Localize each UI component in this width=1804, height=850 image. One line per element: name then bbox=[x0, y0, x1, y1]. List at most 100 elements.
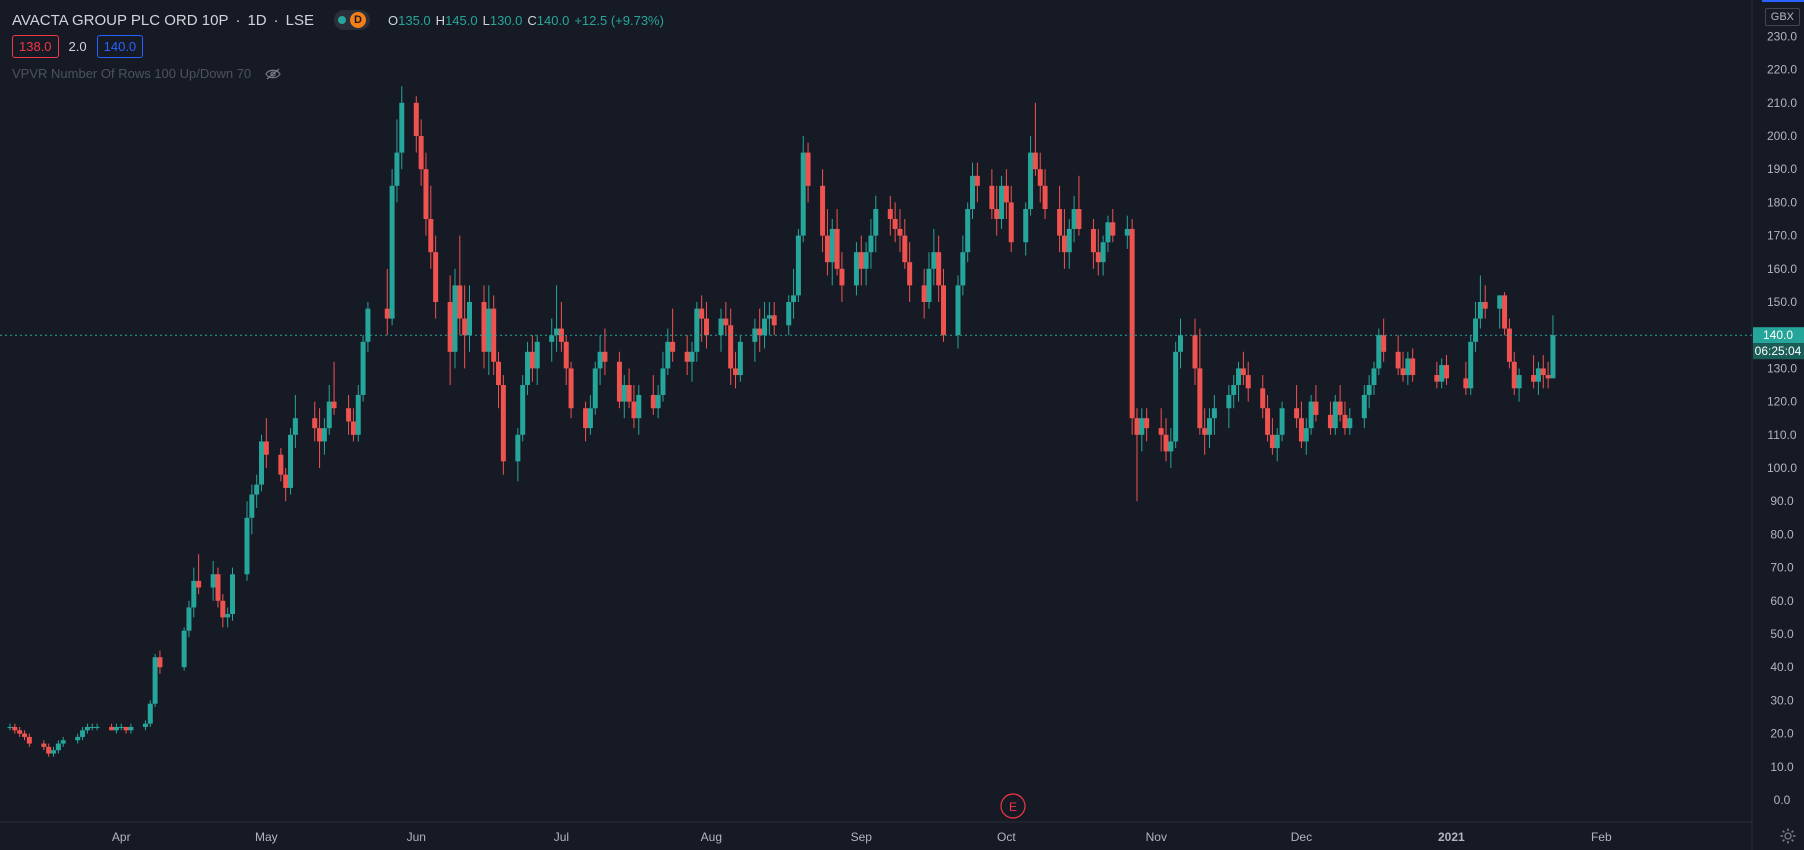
price-tick-label: 190.0 bbox=[1767, 162, 1797, 176]
candle-body bbox=[1028, 152, 1034, 210]
candle bbox=[118, 723, 124, 731]
candle-body bbox=[1313, 401, 1319, 415]
candle bbox=[1540, 355, 1546, 389]
buy-button[interactable]: 140.0 bbox=[96, 35, 144, 58]
candle-body bbox=[858, 252, 864, 269]
candle-body bbox=[636, 394, 642, 419]
candle bbox=[592, 361, 598, 415]
candle bbox=[292, 394, 298, 449]
candle bbox=[60, 736, 66, 747]
price-tick-label: 10.0 bbox=[1770, 760, 1794, 774]
candle bbox=[1211, 394, 1217, 435]
candle bbox=[1361, 385, 1367, 429]
candle bbox=[534, 335, 540, 385]
candle bbox=[868, 219, 874, 269]
earnings-marker[interactable]: E bbox=[1000, 793, 1026, 819]
candle bbox=[703, 302, 709, 349]
candle-body bbox=[786, 302, 792, 326]
candle-body bbox=[1410, 358, 1416, 376]
earnings-marker-circle[interactable] bbox=[1000, 793, 1026, 819]
candle bbox=[1245, 361, 1251, 402]
candle bbox=[902, 219, 908, 269]
currency-button[interactable]: GBX bbox=[1764, 8, 1800, 26]
candle-body bbox=[631, 401, 637, 419]
chart-legend: AVACTA GROUP PLC ORD 10P · 1D · LSE D O1… bbox=[12, 10, 664, 30]
candle bbox=[1037, 152, 1043, 203]
hidden-eye-icon[interactable] bbox=[265, 68, 281, 80]
market-status[interactable]: D bbox=[334, 10, 370, 30]
candle-body bbox=[423, 169, 429, 219]
candle-body bbox=[191, 580, 197, 608]
candle bbox=[752, 318, 758, 362]
candle-body bbox=[1197, 368, 1203, 429]
candle-body bbox=[853, 252, 859, 286]
candle-body bbox=[1192, 335, 1198, 369]
close-label: C bbox=[527, 12, 537, 28]
indicator-label[interactable]: VPVR Number Of Rows 100 Up/Down 70 bbox=[12, 66, 252, 81]
candle bbox=[1497, 295, 1503, 329]
candle bbox=[321, 418, 327, 455]
candle-body bbox=[1434, 375, 1440, 382]
candle bbox=[360, 335, 366, 402]
candle-body bbox=[989, 185, 995, 210]
interval-label[interactable]: 1D bbox=[247, 11, 267, 29]
candle bbox=[757, 308, 763, 352]
gear-icon[interactable] bbox=[1780, 828, 1796, 844]
candle bbox=[80, 726, 86, 741]
candle bbox=[1294, 385, 1300, 429]
low-label: L bbox=[482, 12, 490, 28]
candle-body bbox=[355, 394, 361, 435]
candle-body bbox=[1207, 418, 1213, 435]
candle bbox=[1511, 351, 1517, 395]
candle bbox=[1313, 385, 1319, 422]
price-tick-label: 0.0 bbox=[1774, 793, 1791, 807]
price-tick-label: 80.0 bbox=[1770, 527, 1794, 541]
symbol-name[interactable]: AVACTA GROUP PLC ORD 10P bbox=[12, 11, 229, 29]
price-axis[interactable]: 0.0 10.0 20.0 30.0 40.0 50.0 60.0 70.0 80.0 90.0 1… bbox=[1767, 29, 1797, 807]
candle-body bbox=[292, 418, 298, 435]
candle-body bbox=[1158, 428, 1164, 435]
candle-body bbox=[229, 574, 235, 615]
price-tick-label: 30.0 bbox=[1770, 693, 1794, 707]
candle bbox=[824, 209, 830, 276]
candle-body bbox=[1110, 222, 1116, 236]
candle-body bbox=[118, 726, 124, 728]
candle-body bbox=[1473, 318, 1479, 342]
price-tick-label: 110.0 bbox=[1767, 428, 1796, 442]
candle bbox=[1516, 368, 1522, 402]
candle-body bbox=[1395, 351, 1401, 369]
candle-body bbox=[766, 315, 772, 319]
candle bbox=[418, 119, 424, 186]
candle bbox=[1090, 219, 1096, 269]
candle bbox=[346, 394, 352, 435]
candle-body bbox=[89, 726, 95, 728]
candle-body bbox=[525, 351, 531, 385]
candle bbox=[413, 96, 419, 153]
candle-body bbox=[1482, 302, 1488, 309]
candle bbox=[481, 285, 487, 369]
candle bbox=[317, 408, 323, 468]
time-axis[interactable]: Apr May Jun Jul Aug Sep Oct Nov Dec 2021 Feb bbox=[112, 830, 1612, 844]
candle-body bbox=[1226, 394, 1232, 409]
candle-body bbox=[1477, 302, 1483, 319]
candle bbox=[55, 740, 61, 754]
candle bbox=[1327, 401, 1333, 435]
price-tick-label: 160.0 bbox=[1767, 262, 1797, 276]
candle bbox=[254, 474, 260, 508]
candle bbox=[1231, 375, 1237, 409]
candle-body bbox=[1540, 368, 1546, 376]
earnings-marker-label[interactable]: E bbox=[1009, 800, 1017, 814]
candle-body bbox=[1497, 295, 1503, 309]
candle bbox=[907, 242, 913, 302]
candle bbox=[1168, 428, 1174, 468]
candle bbox=[1506, 318, 1512, 369]
candle-body bbox=[587, 408, 593, 429]
candle-body bbox=[1327, 414, 1333, 429]
candle bbox=[650, 375, 656, 415]
candle-body bbox=[1061, 235, 1067, 253]
candle-body bbox=[1163, 434, 1169, 452]
delayed-data-badge[interactable]: D bbox=[350, 12, 366, 28]
sell-button[interactable]: 138.0 bbox=[12, 35, 59, 58]
time-tick-label: Aug bbox=[701, 830, 722, 844]
